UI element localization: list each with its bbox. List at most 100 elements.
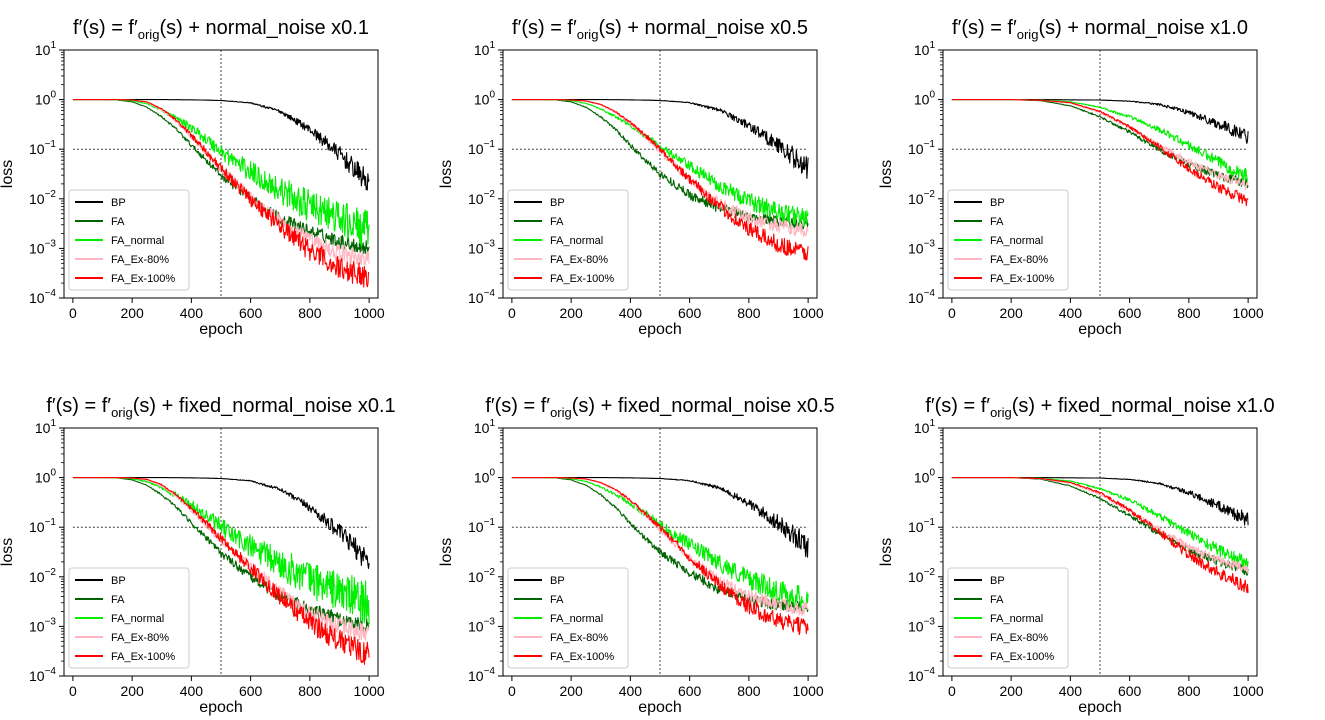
y-tick-label: 101	[914, 40, 936, 58]
x-tick-label: 0	[948, 305, 956, 321]
legend-label: FA_Ex-100%	[111, 651, 175, 663]
y-tick-label: 10−2	[468, 189, 495, 207]
legend-label: FA	[550, 216, 564, 228]
series-group	[72, 99, 370, 288]
subplot-title: f′(s) = f′orig(s) + normal_noise x0.5	[512, 17, 808, 42]
y-axis-label: loss	[878, 538, 895, 566]
series-group	[72, 477, 370, 665]
subplot-title: f′(s) = f′orig(s) + fixed_normal_noise x…	[485, 395, 834, 420]
y-tick-label: 10−4	[468, 288, 495, 306]
x-tick-label: 800	[737, 683, 761, 699]
legend-box	[947, 567, 1069, 669]
y-tick-label: 100	[35, 90, 57, 108]
series-group	[951, 477, 1249, 594]
series-line-fa	[72, 477, 370, 634]
legend-label: FA_Ex-80%	[990, 632, 1048, 644]
legend: BP FA FA_normal FA_Ex-80% FA_Ex-100%	[947, 567, 1069, 669]
legend-box	[947, 189, 1069, 291]
legend-label: FA_normal	[550, 235, 603, 247]
subplot-title: f′(s) = f′orig(s) + normal_noise x0.1	[73, 17, 369, 42]
legend-box	[507, 189, 629, 291]
x-tick-label: 200	[999, 683, 1023, 699]
series-group	[511, 477, 809, 636]
y-tick-label: 10−1	[908, 139, 935, 157]
y-tick-label: 10−4	[468, 666, 495, 684]
y-axis-label: loss	[438, 160, 455, 188]
x-axis-label: epoch	[199, 321, 243, 338]
x-tick-label: 200	[120, 305, 144, 321]
legend-box	[68, 567, 190, 669]
x-axis-label: epoch	[1078, 321, 1122, 338]
legend-box	[68, 189, 190, 291]
axes-frame	[502, 427, 818, 677]
subplot-1: f′(s) = f′orig(s) + normal_noise x0.1 0 20…	[0, 17, 385, 338]
x-tick-label: 1000	[793, 683, 824, 699]
x-axis-label: epoch	[199, 699, 243, 716]
legend: BP FA FA_normal FA_Ex-80% FA_Ex-100%	[507, 189, 629, 291]
legend-label: BP	[990, 575, 1005, 587]
legend-label: FA_Ex-100%	[990, 273, 1054, 285]
x-tick-label: 1000	[354, 305, 385, 321]
x-tick-label: 600	[1118, 683, 1142, 699]
series-line-fa-ex-100-	[951, 477, 1249, 594]
legend-label: FA_normal	[111, 235, 164, 247]
y-tick-label: 10−3	[908, 616, 935, 634]
y-tick-label: 10−2	[908, 189, 935, 207]
legend-label: FA_Ex-100%	[550, 651, 614, 663]
legend-label: FA_Ex-100%	[990, 651, 1054, 663]
x-tick-label: 1000	[1233, 683, 1264, 699]
series-group	[511, 99, 809, 261]
x-tick-label: 200	[559, 305, 583, 321]
series-line-fa-ex-100-	[951, 99, 1249, 207]
y-tick-label: 10−4	[29, 288, 56, 306]
subplot-title: f′(s) = f′orig(s) + fixed_normal_noise x…	[925, 395, 1274, 420]
y-tick-label: 10−1	[468, 139, 495, 157]
legend-label: FA_normal	[990, 613, 1043, 625]
y-tick-label: 101	[35, 40, 57, 58]
y-tick-label: 10−2	[29, 189, 56, 207]
y-tick-label: 10−2	[29, 567, 56, 585]
axes-frame	[502, 49, 818, 299]
y-tick-label: 10−2	[908, 567, 935, 585]
legend-label: BP	[990, 197, 1005, 209]
y-tick-label: 100	[35, 468, 57, 486]
x-tick-label: 800	[737, 305, 761, 321]
legend-label: BP	[111, 197, 126, 209]
x-tick-label: 200	[120, 683, 144, 699]
legend-label: FA_Ex-80%	[550, 632, 608, 644]
x-axis-label: epoch	[638, 699, 682, 716]
legend-box	[507, 567, 629, 669]
y-axis-label: loss	[438, 538, 455, 566]
subplot-4: f′(s) = f′orig(s) + fixed_normal_noise x…	[0, 395, 396, 716]
y-tick-label: 100	[474, 90, 496, 108]
x-tick-label: 600	[678, 683, 702, 699]
y-tick-label: 10−3	[468, 616, 495, 634]
y-tick-label: 10−3	[468, 238, 495, 256]
legend: BP FA FA_normal FA_Ex-80% FA_Ex-100%	[68, 567, 190, 669]
x-tick-label: 600	[239, 683, 263, 699]
y-axis-label: loss	[0, 160, 16, 188]
legend-label: FA_Ex-80%	[111, 632, 169, 644]
subplot-title: f′(s) = f′orig(s) + fixed_normal_noise x…	[46, 395, 395, 420]
y-tick-label: 10−1	[468, 517, 495, 535]
y-tick-label: 10−2	[468, 567, 495, 585]
subplot-5: f′(s) = f′orig(s) + fixed_normal_noise x…	[438, 395, 835, 716]
x-tick-label: 800	[1177, 683, 1201, 699]
legend: BP FA FA_normal FA_Ex-80% FA_Ex-100%	[947, 189, 1069, 291]
legend-label: FA	[990, 594, 1004, 606]
x-tick-label: 800	[298, 305, 322, 321]
y-tick-label: 10−4	[29, 666, 56, 684]
legend-label: FA	[550, 594, 564, 606]
y-tick-label: 10−3	[29, 616, 56, 634]
legend-label: FA	[990, 216, 1004, 228]
x-tick-label: 400	[1059, 683, 1083, 699]
legend: BP FA FA_normal FA_Ex-80% FA_Ex-100%	[68, 189, 190, 291]
legend-label: FA_Ex-80%	[111, 254, 169, 266]
series-line-fa-ex-100-	[511, 99, 809, 261]
legend-label: BP	[111, 575, 126, 587]
x-tick-label: 1000	[1233, 305, 1264, 321]
y-axis-label: loss	[878, 160, 895, 188]
y-tick-label: 101	[474, 418, 496, 436]
y-axis-label: loss	[0, 538, 16, 566]
x-tick-label: 600	[1118, 305, 1142, 321]
